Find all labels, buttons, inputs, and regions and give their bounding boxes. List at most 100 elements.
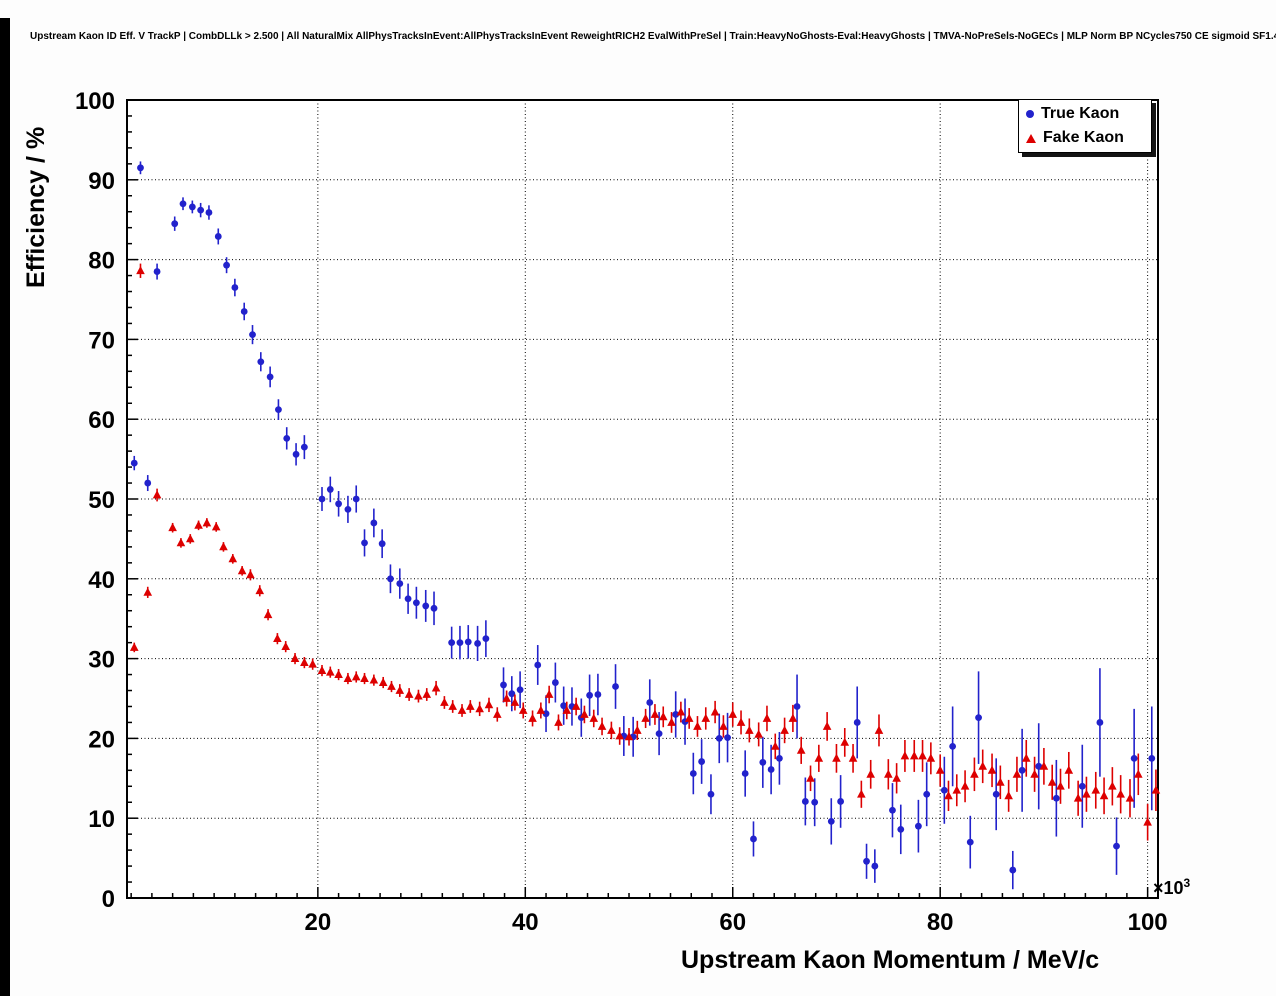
marker-fake-kaon	[970, 769, 979, 778]
marker-fake-kaon	[754, 729, 763, 738]
marker-fake-kaon	[633, 725, 642, 734]
marker-true-kaon	[1018, 766, 1026, 774]
marker-fake-kaon	[848, 753, 858, 762]
marker-fake-kaon	[892, 773, 901, 782]
marker-fake-kaon	[918, 751, 927, 760]
marker-fake-kaon	[589, 713, 599, 722]
marker-fake-kaon	[544, 689, 554, 698]
x-tick-label: 40	[512, 909, 539, 936]
marker-true-kaon	[923, 790, 931, 798]
marker-true-kaon	[966, 838, 974, 846]
marker-fake-kaon	[1125, 793, 1135, 802]
marker-fake-kaon	[255, 585, 265, 595]
marker-true-kaon	[837, 798, 845, 805]
marker-true-kaon	[940, 786, 948, 794]
x-axis-title: Upstream Kaon Momentum / MeV/c	[681, 946, 1100, 974]
marker-fake-kaon	[378, 677, 388, 686]
legend: True Kaon Fake Kaon	[1018, 99, 1152, 153]
y-tick-label: 70	[88, 327, 115, 354]
y-tick-label: 0	[102, 886, 115, 913]
marker-fake-kaon	[1133, 769, 1143, 778]
marker-true-kaon	[516, 686, 524, 694]
marker-true-kaon	[257, 358, 265, 366]
marker-fake-kaon	[788, 713, 798, 722]
marker-true-kaon	[482, 635, 490, 643]
marker-true-kaon	[370, 519, 378, 527]
marker-fake-kaon	[1012, 769, 1022, 778]
y-tick-label: 40	[88, 567, 115, 594]
marker-fake-kaon	[457, 705, 467, 714]
marker-fake-kaon	[866, 769, 875, 778]
marker-true-kaon	[275, 406, 282, 414]
marker-fake-kaon	[822, 721, 832, 730]
marker-true-kaon	[853, 719, 861, 726]
y-axis-title: Efficiency / %	[22, 126, 50, 288]
marker-true-kaon	[715, 735, 723, 742]
triangle-marker-icon	[1026, 133, 1036, 143]
marker-fake-kaon	[719, 721, 728, 730]
marker-fake-kaon	[317, 665, 327, 674]
marker-fake-kaon	[325, 667, 335, 676]
marker-fake-kaon	[168, 522, 177, 532]
marker-fake-kaon	[369, 675, 379, 684]
y-tick-label: 20	[88, 726, 115, 753]
marker-fake-kaon	[1030, 769, 1039, 778]
legend-label-fake-kaon: Fake Kaon	[1043, 129, 1124, 146]
marker-fake-kaon	[1047, 777, 1057, 786]
marker-true-kaon	[949, 742, 957, 750]
marker-true-kaon	[188, 203, 196, 211]
marker-true-kaon	[396, 580, 404, 587]
marker-fake-kaon	[176, 538, 186, 547]
marker-fake-kaon	[762, 713, 772, 722]
marker-true-kaon	[811, 798, 819, 806]
marker-fake-kaon	[246, 570, 255, 579]
y-tick-label: 80	[88, 248, 115, 275]
marker-fake-kaon	[308, 659, 317, 668]
marker-true-kaon	[741, 770, 749, 777]
marker-fake-kaon	[874, 725, 884, 734]
marker-fake-kaon	[607, 725, 616, 734]
marker-true-kaon	[179, 200, 187, 208]
x-tick-label: 80	[927, 909, 954, 936]
marker-true-kaon	[464, 638, 472, 646]
marker-true-kaon	[975, 714, 982, 722]
marker-true-kaon	[422, 602, 430, 610]
marker-true-kaon	[915, 822, 922, 830]
marker-fake-kaon	[554, 717, 563, 726]
marker-fake-kaon	[900, 751, 910, 760]
exponent-base: ×10	[1153, 878, 1184, 898]
marker-fake-kaon	[1116, 789, 1125, 798]
marker-true-kaon	[223, 261, 230, 269]
marker-true-kaon	[378, 540, 386, 548]
marker-fake-kaon	[351, 672, 361, 681]
marker-true-kaon	[594, 691, 602, 698]
marker-true-kaon	[283, 434, 291, 442]
marker-fake-kaon	[978, 761, 988, 770]
marker-fake-kaon	[996, 777, 1005, 786]
marker-fake-kaon	[502, 693, 511, 702]
marker-fake-kaon	[796, 745, 806, 754]
marker-fake-kaon	[745, 725, 754, 734]
marker-true-kaon	[1130, 754, 1138, 762]
marker-true-kaon	[326, 486, 334, 493]
marker-fake-kaon	[202, 518, 212, 527]
marker-fake-kaon	[1082, 789, 1091, 798]
marker-fake-kaon	[152, 490, 162, 499]
marker-true-kaon	[793, 703, 801, 710]
marker-fake-kaon	[431, 683, 441, 692]
marker-true-kaon	[776, 754, 783, 762]
marker-true-kaon	[335, 500, 342, 508]
marker-true-kaon	[249, 331, 256, 339]
marker-fake-kaon	[1039, 761, 1049, 770]
marker-true-kaon	[827, 817, 835, 825]
marker-fake-kaon	[806, 773, 815, 782]
marker-true-kaon	[404, 595, 412, 603]
marker-fake-kaon	[832, 753, 841, 762]
marker-true-kaon	[750, 835, 757, 843]
marker-true-kaon	[871, 862, 879, 870]
marker-true-kaon	[889, 806, 896, 814]
marker-true-kaon	[724, 734, 731, 742]
marker-fake-kaon	[650, 709, 660, 718]
plot-title: Upstream Kaon ID Eff. V TrackP | CombDLL…	[30, 31, 1276, 42]
